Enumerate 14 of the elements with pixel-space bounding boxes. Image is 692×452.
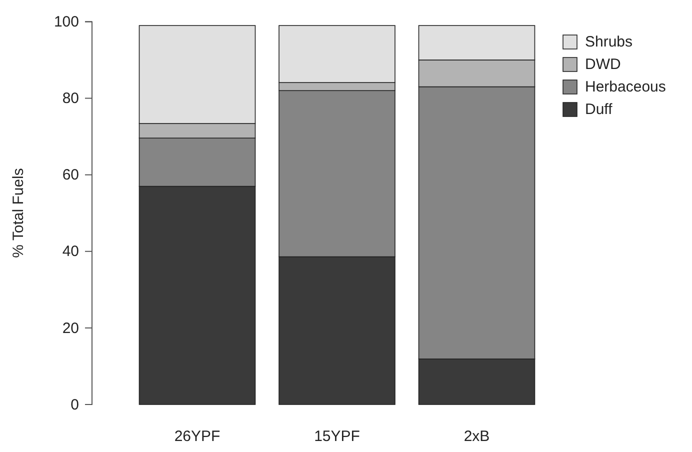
y-tick-label: 100: [54, 14, 79, 30]
y-tick-label: 0: [70, 396, 79, 414]
x-tick-label: 26YPF: [174, 428, 220, 445]
y-tick-label: 80: [62, 90, 79, 108]
y-tick-label: 40: [62, 243, 79, 260]
y-tick-label: 20: [62, 320, 79, 337]
y-tick-label: 60: [62, 166, 79, 184]
legend-label: Duff: [585, 101, 614, 118]
x-tick-label: 2xB: [464, 428, 490, 445]
legend-label: Herbaceous: [585, 78, 666, 96]
x-tick-label: 15YPF: [314, 428, 360, 445]
legend-label: Shrubs: [585, 34, 633, 50]
legend-label: DWD: [585, 56, 621, 73]
y-axis-title: % Total Fuels: [10, 168, 27, 258]
